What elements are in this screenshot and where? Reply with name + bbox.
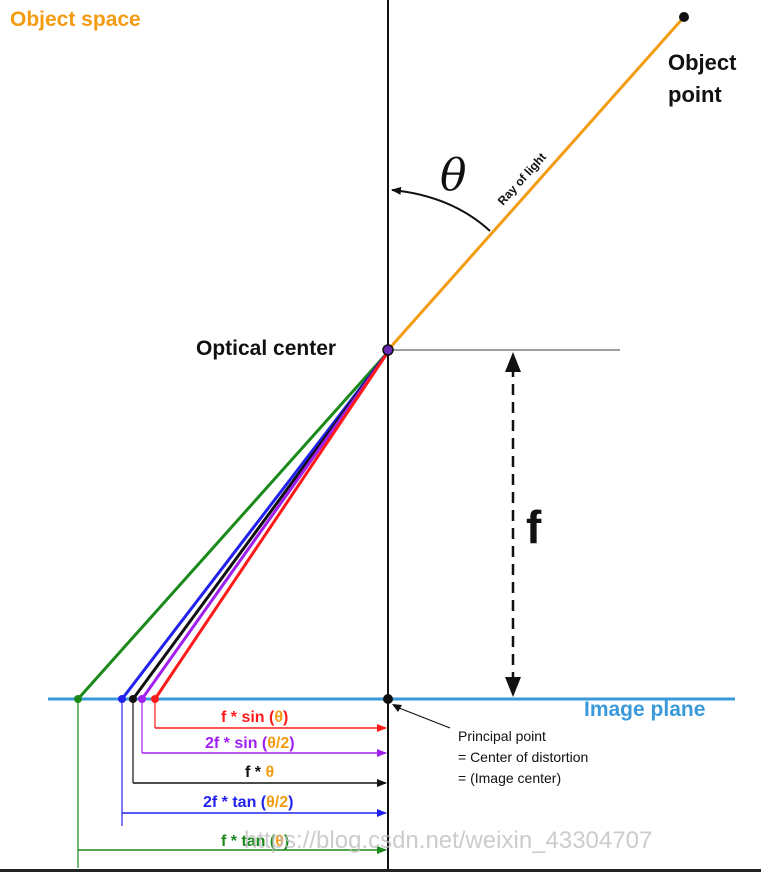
watermark-text: https://blog.csdn.net/weixin_43304707: [244, 827, 652, 854]
center-of-distortion-label: = Center of distortion: [458, 749, 588, 765]
ray-of-light-line: [386, 16, 686, 351]
image-plane-label: Image plane: [584, 698, 705, 721]
formula-equidistant: f * θ: [245, 764, 274, 781]
focal-length-label: f: [526, 501, 542, 553]
principal-point-dot: [383, 694, 393, 704]
object-point-dot: [679, 12, 689, 22]
focal-arrow-head-bottom: [505, 677, 521, 697]
principal-leader: [393, 705, 451, 729]
object-space-label: Object space: [10, 8, 141, 31]
ray-2sin-half: [140, 351, 390, 700]
theta-arc: [391, 186, 491, 232]
formula-2tan-half: 2f * tan (θ/2): [203, 794, 293, 811]
formula-sin: f * sin (θ): [221, 709, 288, 726]
theta-symbol: θ: [440, 150, 467, 201]
object-point-label-2: point: [668, 82, 722, 107]
principal-point-label: Principal point: [458, 728, 546, 744]
ray-sin: [153, 351, 390, 700]
optical-center-label: Optical center: [196, 337, 336, 360]
focal-arrow-head-top: [505, 352, 521, 372]
object-point-label-1: Object: [668, 50, 737, 75]
ray-tan: [76, 351, 390, 700]
principal-leader-head: [392, 704, 402, 712]
bottom-border: [0, 869, 761, 872]
formula-2sin-half: 2f * sin (θ/2): [205, 735, 295, 752]
formula-tan: f * tan (θ): [221, 833, 289, 850]
optical-center-dot: [382, 344, 394, 356]
image-center-label: = (Image center): [458, 770, 561, 786]
